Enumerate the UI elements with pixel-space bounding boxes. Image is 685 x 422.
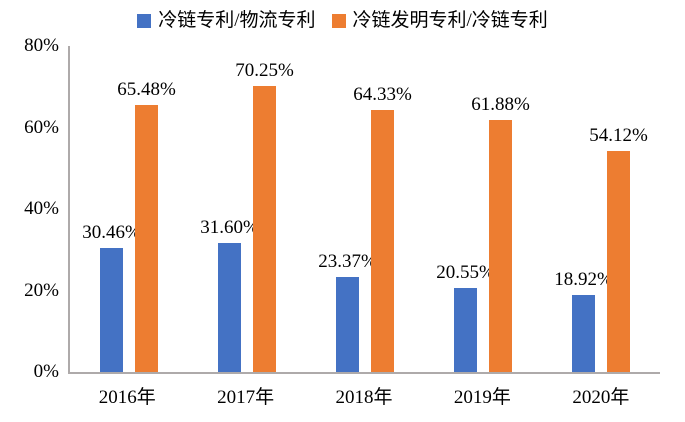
x-axis: 2016年 2017年 2018年 2019年 2020年 xyxy=(68,374,660,409)
bar-value-label: 30.46% xyxy=(82,221,141,243)
bar-orange: 61.88% xyxy=(471,95,530,372)
bar-value-label: 54.12% xyxy=(589,125,648,147)
bar-group: 20.55% 61.88% xyxy=(436,46,530,372)
y-tick-label: 60% xyxy=(24,116,59,138)
x-axis-label: 2016年 xyxy=(98,387,156,408)
bar-value-label: 65.48% xyxy=(117,79,176,101)
x-axis-label: 2020年 xyxy=(572,387,630,408)
bar-orange: 54.12% xyxy=(589,126,648,372)
chart-legend: 冷链专利/物流专利 冷链发明专利/冷链专利 xyxy=(0,0,685,32)
legend-label: 冷链发明专利/冷链专利 xyxy=(352,10,548,31)
bar-orange: 65.48% xyxy=(117,80,176,372)
y-tick-label: 20% xyxy=(24,279,59,301)
x-axis-label: 2019年 xyxy=(453,387,511,408)
bar-orange: 70.25% xyxy=(235,61,294,372)
y-tick-label: 40% xyxy=(24,198,59,220)
legend-item-cold-chain-logistics: 冷链专利/物流专利 xyxy=(137,10,316,31)
x-axis-label: 2018年 xyxy=(335,387,393,408)
bar-value-label: 18.92% xyxy=(554,268,613,290)
bar-value-label: 31.60% xyxy=(200,217,259,239)
bar-value-label: 61.88% xyxy=(471,93,530,115)
bar-group: 31.60% 70.25% xyxy=(200,46,294,372)
y-tick-label: 0% xyxy=(33,361,59,383)
bar-group: 30.46% 65.48% xyxy=(82,46,176,372)
bar-value-label: 70.25% xyxy=(235,59,294,81)
legend-swatch-blue xyxy=(137,13,152,28)
y-tick-label: 80% xyxy=(24,35,59,57)
bar-group: 23.37% 64.33% xyxy=(318,46,412,372)
bar-blue: 20.55% xyxy=(436,263,495,372)
bar-blue: 23.37% xyxy=(318,252,377,372)
bar-value-label: 20.55% xyxy=(436,262,495,284)
x-axis-label: 2017年 xyxy=(217,387,275,408)
plot-area: 80% 60% 40% 20% 0% 30.46% 65.48% 31.60% 70.25% 23… xyxy=(24,36,660,381)
bar-value-label: 64.33% xyxy=(353,83,412,105)
bar-value-label: 23.37% xyxy=(318,250,377,272)
bar-group: 18.92% 54.12% xyxy=(554,46,648,372)
legend-swatch-orange xyxy=(331,13,346,28)
legend-item-invention-cold-chain: 冷链发明专利/冷链专利 xyxy=(331,10,548,31)
bar-orange: 64.33% xyxy=(353,85,412,372)
bar-blue: 30.46% xyxy=(82,223,141,372)
bar-blue: 31.60% xyxy=(200,218,259,372)
bar-blue: 18.92% xyxy=(554,270,613,372)
legend-label: 冷链专利/物流专利 xyxy=(158,10,316,31)
